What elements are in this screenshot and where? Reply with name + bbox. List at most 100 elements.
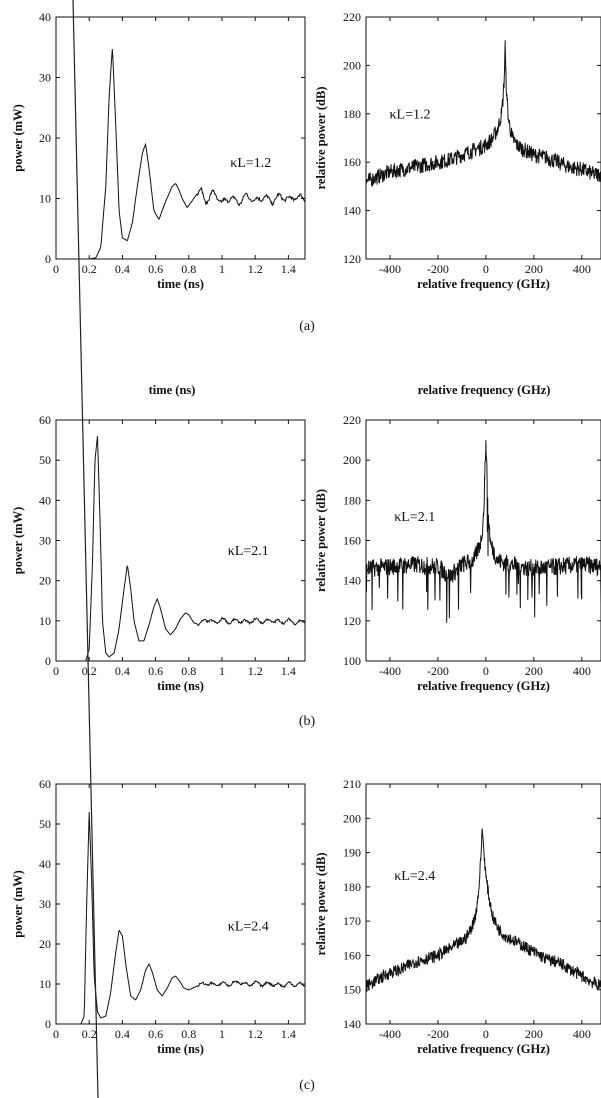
kappa-l-annotation: κL=1.2 <box>390 108 431 123</box>
chart-c-time: 0 0.2 0.4 0.6 0.8 1 1.2 1.4 0 10 20 30 40 50 60 time (n… <box>11 777 306 1056</box>
y-tick-label: 20 <box>39 937 51 951</box>
chart-c-spectrum: -400 -200 0 200 400 140 150 160 170 180 190 200 210 r… <box>314 777 601 1056</box>
x-tick-label: 0 <box>483 664 489 678</box>
x-tick-label: 0 <box>53 664 59 678</box>
trace-line <box>366 828 601 992</box>
x-tick-label: 0.4 <box>115 262 130 276</box>
x-tick-label: 0.6 <box>148 262 163 276</box>
x-tick-label: 0.6 <box>148 664 163 678</box>
x-tick-label: 400 <box>573 1027 591 1041</box>
caption-a: (a) <box>299 319 315 334</box>
chart-a-spectrum: -400 -200 0 200 400 120 140 160 180 200 220 relativ… <box>314 10 601 291</box>
trace-line <box>56 48 305 259</box>
x-tick-label: 1.2 <box>248 1027 263 1041</box>
x-tick-label: 200 <box>525 262 543 276</box>
trace-line <box>366 40 601 187</box>
caption-c: (c) <box>299 1078 315 1093</box>
y-tick-label: 200 <box>343 811 361 825</box>
x-tick-label: 0.4 <box>115 664 130 678</box>
kappa-l-annotation: κL=2.1 <box>394 510 435 525</box>
y-tick-label: 30 <box>39 71 51 85</box>
y-tick-label: 0 <box>45 1017 51 1031</box>
x-tick-label: 0.8 <box>181 1027 196 1041</box>
y-tick-label: 180 <box>343 880 361 894</box>
y-axis-label: relative power (dB) <box>314 489 328 592</box>
x-axis-label: time (ns) <box>157 1042 204 1056</box>
x-tick-label: 1 <box>219 262 225 276</box>
x-tick-label: 1.4 <box>281 1027 296 1041</box>
x-tick-label: 0.6 <box>148 1027 163 1041</box>
plot-frame <box>365 16 601 260</box>
chart-b-time: 0 0.2 0.4 0.6 0.8 1 1.2 1.4 0 10 20 30 40 50 60 time (n… <box>11 413 306 693</box>
y-axis-label: relative power (dB) <box>314 87 328 190</box>
y-tick-label: 200 <box>343 58 361 72</box>
x-tick-label: 400 <box>573 262 591 276</box>
y-tick-label: 20 <box>39 574 51 588</box>
y-tick-label: 30 <box>39 897 51 911</box>
x-axis-label: relative frequency (GHz) <box>417 679 550 693</box>
y-tick-label: 0 <box>45 654 51 668</box>
y-tick-label: 140 <box>343 574 361 588</box>
x-tick-label: -400 <box>379 1027 401 1041</box>
y-tick-label: 20 <box>39 131 51 145</box>
x-tick-label: 0 <box>483 1027 489 1041</box>
x-tick-label: 1.4 <box>281 262 296 276</box>
y-tick-label: 210 <box>343 777 361 791</box>
y-tick-label: 120 <box>343 252 361 266</box>
x-tick-label: 400 <box>573 664 591 678</box>
x-tick-label: 0.2 <box>82 262 97 276</box>
trace-line <box>56 436 305 661</box>
kappa-l-annotation: κL=2.4 <box>394 869 435 884</box>
y-tick-label: 170 <box>343 914 361 928</box>
y-tick-label: 40 <box>39 857 51 871</box>
stray-time-label: time (ns) <box>149 383 196 397</box>
y-tick-label: 190 <box>343 846 361 860</box>
x-tick-label: 0 <box>483 262 489 276</box>
y-tick-label: 180 <box>343 493 361 507</box>
x-tick-label: 200 <box>525 664 543 678</box>
x-tick-label: 0.2 <box>82 664 97 678</box>
scan-artifact-line <box>72 0 99 1098</box>
x-tick-label: -200 <box>427 1027 449 1041</box>
x-tick-label: 1.2 <box>248 664 263 678</box>
y-tick-label: 160 <box>343 534 361 548</box>
x-axis-label: relative frequency (GHz) <box>417 277 550 291</box>
y-tick-label: 40 <box>39 10 51 24</box>
y-axis-label: power (mW) <box>11 104 25 171</box>
x-tick-label: 1 <box>219 664 225 678</box>
y-tick-label: 180 <box>343 107 361 121</box>
kappa-l-annotation: κL=2.4 <box>228 919 269 934</box>
y-tick-label: 220 <box>343 10 361 24</box>
y-tick-label: 30 <box>39 534 51 548</box>
y-axis-label: relative power (dB) <box>314 853 328 956</box>
y-tick-label: 50 <box>39 817 51 831</box>
y-tick-label: 0 <box>45 252 51 266</box>
x-tick-label: 0.8 <box>181 664 196 678</box>
y-tick-label: 100 <box>343 654 361 668</box>
y-tick-label: 10 <box>39 614 51 628</box>
y-tick-label: 160 <box>343 948 361 962</box>
x-axis-label: time (ns) <box>157 277 204 291</box>
x-tick-label: 0 <box>53 262 59 276</box>
x-tick-label: -200 <box>427 262 449 276</box>
kappa-l-annotation: κL=2.1 <box>228 544 269 559</box>
y-tick-label: 60 <box>39 777 51 791</box>
y-tick-label: 50 <box>39 453 51 467</box>
y-tick-label: 60 <box>39 413 51 427</box>
y-tick-label: 10 <box>39 192 51 206</box>
y-tick-label: 140 <box>343 1017 361 1031</box>
stray-frequency-label: relative frequency (GHz) <box>418 383 551 397</box>
x-axis-label: time (ns) <box>157 679 204 693</box>
y-tick-label: 120 <box>343 614 361 628</box>
y-tick-label: 220 <box>343 413 361 427</box>
y-tick-label: 200 <box>343 453 361 467</box>
x-tick-label: 0.2 <box>82 1027 97 1041</box>
chart-b-spectrum: -400 -200 0 200 400 100 120 140 160 180 200 220 rela… <box>314 413 601 693</box>
plot-frame <box>365 783 601 1025</box>
x-tick-label: 0.4 <box>115 1027 130 1041</box>
x-tick-label: 200 <box>525 1027 543 1041</box>
y-tick-label: 150 <box>343 983 361 997</box>
